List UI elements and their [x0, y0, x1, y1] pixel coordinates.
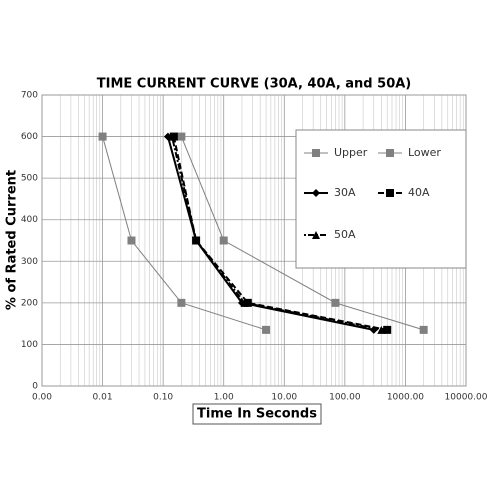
marker: [192, 236, 201, 245]
series-line: [102, 136, 267, 331]
legend-label: Upper: [334, 146, 368, 159]
marker: [177, 298, 186, 307]
marker: [312, 189, 320, 197]
marker: [127, 236, 136, 245]
legend-label: 50A: [334, 228, 356, 241]
series-line: [172, 136, 388, 331]
y-tick-label: 700: [21, 91, 38, 101]
x-axis-label: Time In Seconds: [197, 407, 317, 422]
x-tick-label: 10.00: [271, 393, 297, 403]
chart-title: TIME CURRENT CURVE (30A, 40A, and 50A): [97, 77, 412, 92]
marker: [331, 298, 340, 307]
marker: [177, 132, 186, 141]
legend-label: 40A: [408, 186, 430, 199]
marker: [386, 189, 394, 197]
marker: [312, 231, 320, 239]
x-tick-label: 0.10: [153, 393, 173, 403]
x-tick-label: 1000.00: [387, 393, 424, 403]
marker: [312, 149, 320, 157]
marker: [377, 325, 386, 334]
marker: [419, 325, 428, 334]
marker: [262, 325, 271, 334]
series-line: [171, 136, 382, 331]
x-label-box: [192, 403, 322, 425]
marker: [240, 298, 249, 307]
x-tick-label: 1.00: [214, 393, 234, 403]
series-line: [180, 136, 424, 331]
marker: [386, 149, 394, 157]
marker: [219, 236, 228, 245]
legend-label: Lower: [408, 146, 441, 159]
marker: [98, 132, 107, 141]
y-tick-label: 0: [32, 382, 38, 392]
y-tick-label: 400: [21, 215, 38, 225]
legend-label: 30A: [334, 186, 356, 199]
x-tick-label: 100.00: [329, 393, 361, 403]
y-tick-label: 600: [21, 132, 38, 142]
marker: [167, 132, 176, 141]
x-tick-label: 0.00: [32, 393, 52, 403]
x-tick-label: 0.01: [93, 393, 113, 403]
y-tick-label: 500: [21, 174, 38, 184]
y-tick-label: 300: [21, 257, 38, 267]
x-tick-label: 10000.00: [445, 393, 488, 403]
y-tick-label: 200: [21, 298, 38, 308]
marker: [383, 325, 392, 334]
y-tick-label: 100: [21, 340, 38, 350]
y-axis-label: % of Rated Current: [5, 170, 20, 310]
